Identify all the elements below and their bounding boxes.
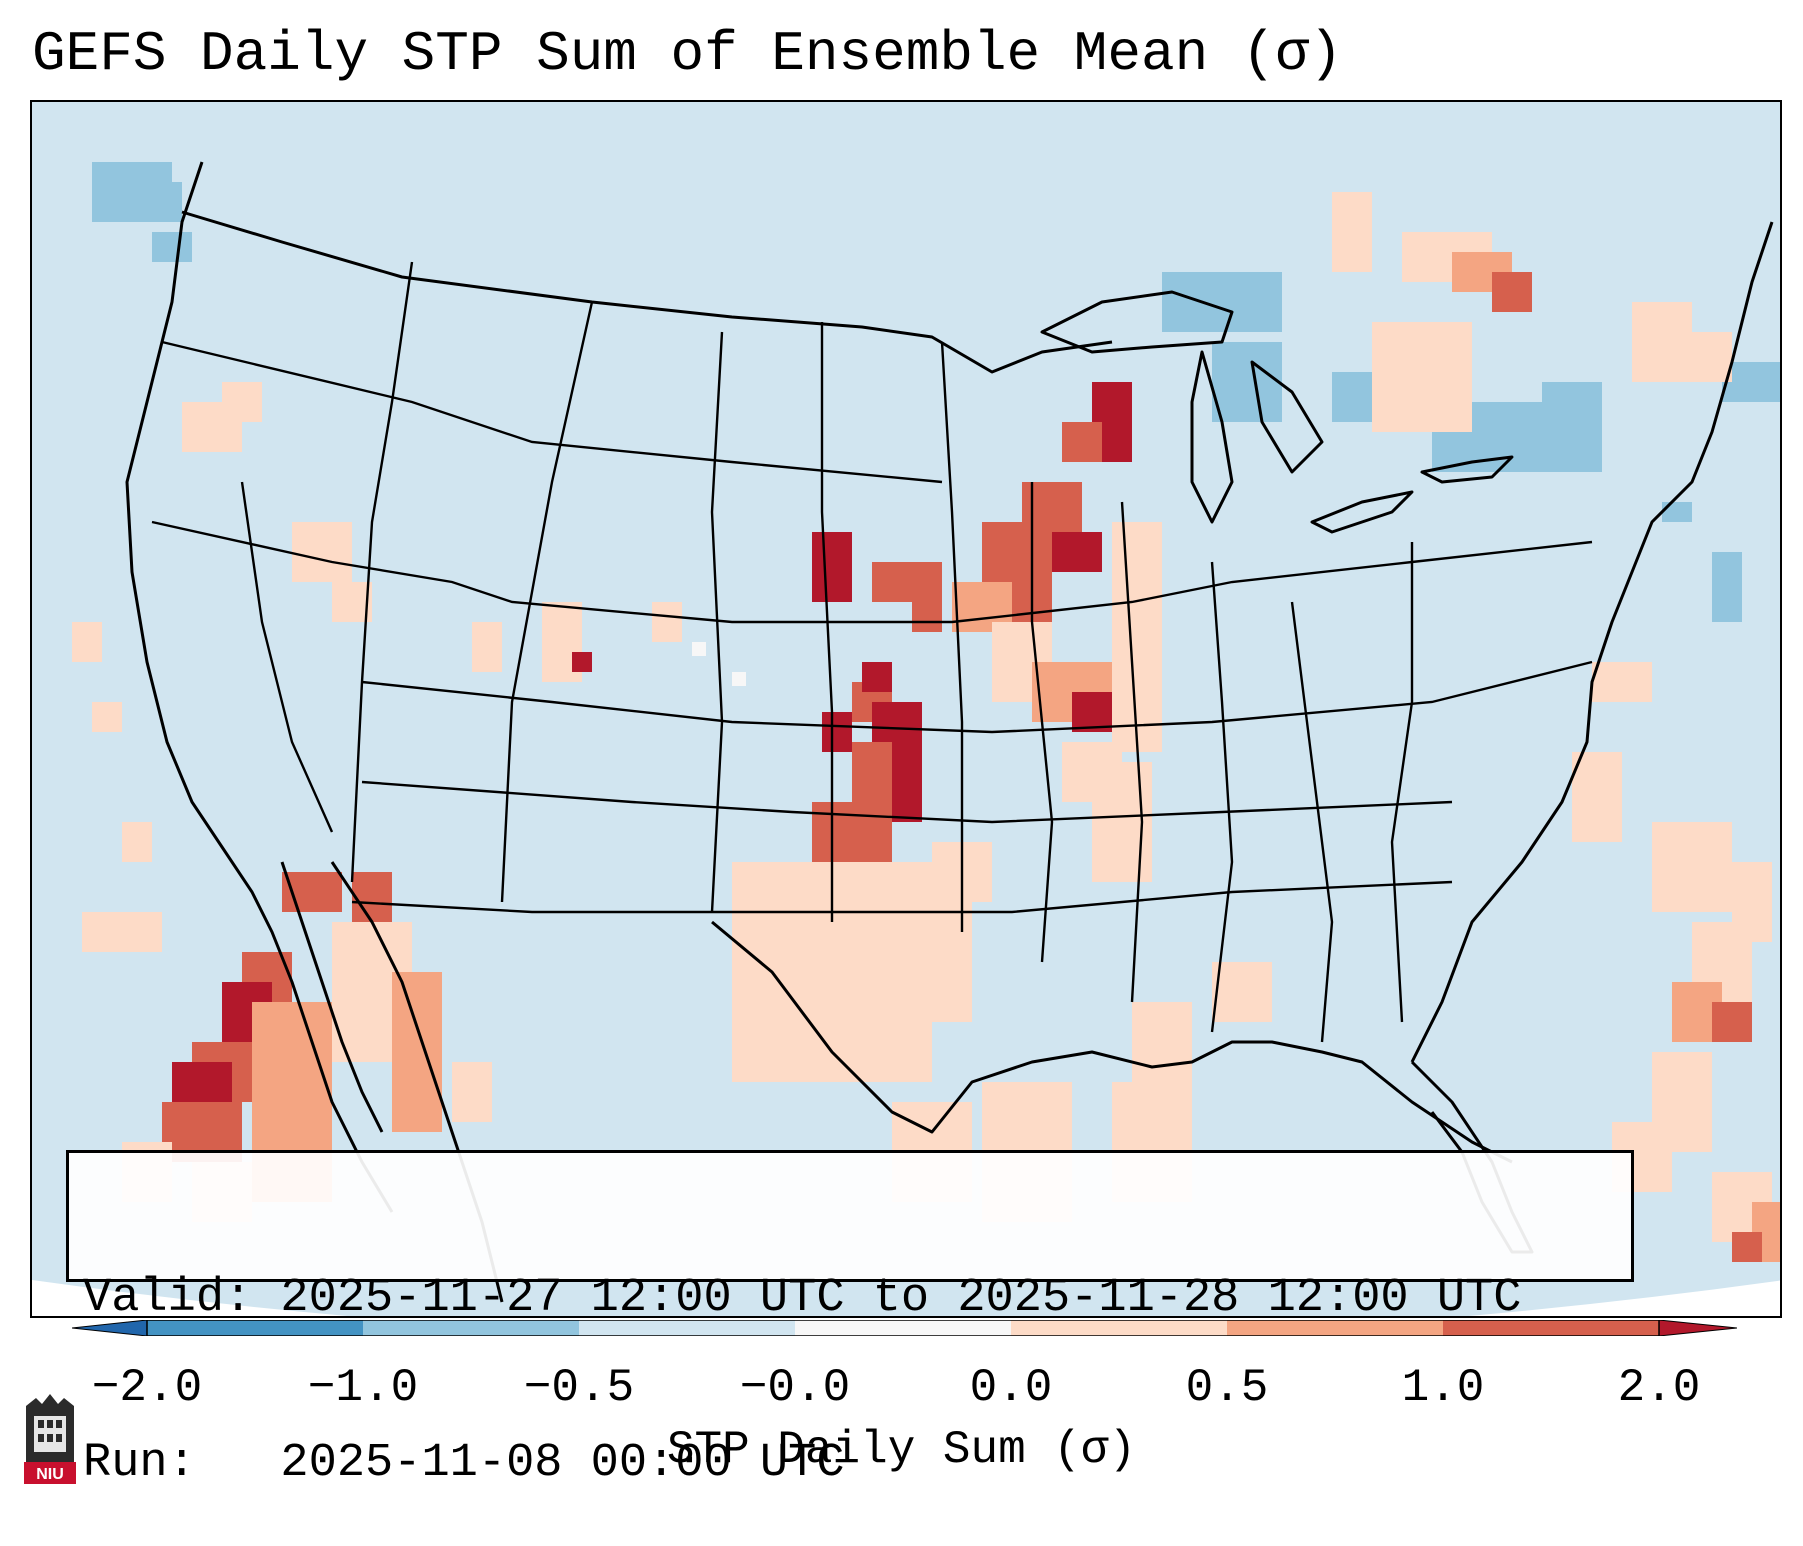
map-canvas bbox=[32, 102, 1780, 1316]
map-panel[interactable] bbox=[30, 100, 1782, 1318]
colorbar-tick-5: 0.5 bbox=[1185, 1362, 1269, 1414]
gulf-coast bbox=[711, 920, 1513, 1164]
stp-cell bbox=[732, 672, 746, 686]
lake-michigan bbox=[1190, 350, 1234, 524]
stp-cell bbox=[1132, 1002, 1192, 1082]
state-borders bbox=[151, 261, 1593, 1043]
stp-cell bbox=[1652, 822, 1732, 912]
lake-huron bbox=[1250, 360, 1324, 474]
stp-cell bbox=[1212, 962, 1272, 1022]
colorbar-bin-1 bbox=[147, 1320, 363, 1336]
stp-cell bbox=[1212, 342, 1282, 422]
baja-coast bbox=[280, 861, 384, 1133]
lake-superior bbox=[1040, 290, 1234, 354]
stp-cell bbox=[72, 622, 102, 662]
stp-cell bbox=[1572, 752, 1622, 842]
valid-time-text: Valid: 2025-11-27 12:00 UTC to 2025-11-2… bbox=[83, 1272, 1522, 1325]
colorbar-tick-0: −2.0 bbox=[91, 1362, 203, 1414]
stp-cell bbox=[1162, 272, 1282, 332]
stp-cell bbox=[1372, 322, 1472, 432]
stp-cell bbox=[152, 232, 192, 262]
colorbar-bin-3 bbox=[579, 1320, 795, 1336]
colorbar-bin-6 bbox=[1227, 1320, 1443, 1336]
stp-cell bbox=[812, 532, 852, 602]
lake-erie bbox=[1310, 490, 1414, 534]
stp-cell bbox=[1052, 532, 1102, 572]
colorbar-bin-5 bbox=[1011, 1320, 1227, 1336]
colorbar-tick-1: −1.0 bbox=[307, 1362, 419, 1414]
stp-anomaly-cells bbox=[72, 162, 1780, 1262]
colorbar-bin-2 bbox=[363, 1320, 579, 1336]
colorbar bbox=[72, 1320, 1737, 1336]
stp-cell bbox=[1692, 332, 1732, 382]
colorbar-bin-7 bbox=[1443, 1320, 1659, 1336]
stp-cell bbox=[572, 652, 592, 672]
stp-cell bbox=[1712, 552, 1742, 622]
colorbar-bin-4 bbox=[795, 1320, 1011, 1336]
stp-cell bbox=[1332, 192, 1372, 272]
east-coast bbox=[1410, 221, 1774, 1063]
colorbar-tick-6: 1.0 bbox=[1401, 1362, 1485, 1414]
colorbar-tick-3: −0.0 bbox=[739, 1362, 851, 1414]
colorbar-extend-low bbox=[72, 1320, 148, 1336]
stp-cell bbox=[222, 382, 262, 422]
stp-cell bbox=[122, 182, 182, 222]
stp-cell bbox=[82, 912, 162, 952]
stp-cell bbox=[1662, 502, 1692, 522]
stp-cell bbox=[692, 642, 706, 656]
colorbar-outline bbox=[146, 1320, 1660, 1336]
stp-cell bbox=[652, 602, 682, 642]
stp-cell bbox=[472, 622, 502, 672]
stp-cell bbox=[1592, 662, 1652, 702]
stp-cell bbox=[1732, 1232, 1762, 1262]
stp-cell bbox=[912, 592, 942, 632]
run-time-text: Run: 2025-11-08 00:00 UTC bbox=[83, 1437, 845, 1490]
stp-cell bbox=[1542, 382, 1602, 472]
stp-cell bbox=[1492, 272, 1532, 312]
stp-cell bbox=[1632, 302, 1692, 382]
colorbar-tick-7: 2.0 bbox=[1617, 1362, 1701, 1414]
niu-logo: NIU bbox=[24, 1394, 76, 1484]
colorbar-label: STP Daily Sum (σ) bbox=[666, 1424, 1137, 1476]
stp-cell bbox=[122, 822, 152, 862]
svg-text:NIU: NIU bbox=[36, 1466, 64, 1483]
validity-info-box: Valid: 2025-11-27 12:00 UTC to 2025-11-2… bbox=[66, 1150, 1634, 1490]
colorbar-extend-high bbox=[1658, 1320, 1737, 1336]
stp-cell bbox=[1062, 422, 1102, 462]
stp-cell bbox=[292, 522, 352, 582]
page-title: GEFS Daily STP Sum of Ensemble Mean (σ) bbox=[32, 22, 1343, 86]
stp-cell bbox=[812, 802, 882, 862]
stp-cell bbox=[1712, 1002, 1752, 1042]
stp-cell bbox=[92, 702, 122, 732]
colorbar-tick-4: 0.0 bbox=[969, 1362, 1053, 1414]
stp-cell bbox=[1112, 522, 1162, 752]
stp-cell bbox=[822, 712, 852, 752]
west-coast bbox=[125, 161, 394, 1213]
boundaries bbox=[125, 161, 1774, 1303]
canada-border bbox=[181, 210, 1113, 374]
stp-cell bbox=[452, 1062, 492, 1122]
stp-cell bbox=[862, 662, 892, 692]
colorbar-tick-2: −0.5 bbox=[523, 1362, 635, 1414]
lake-ontario bbox=[1420, 455, 1514, 484]
stp-cell bbox=[392, 972, 442, 1132]
stp-cell bbox=[1732, 862, 1772, 942]
